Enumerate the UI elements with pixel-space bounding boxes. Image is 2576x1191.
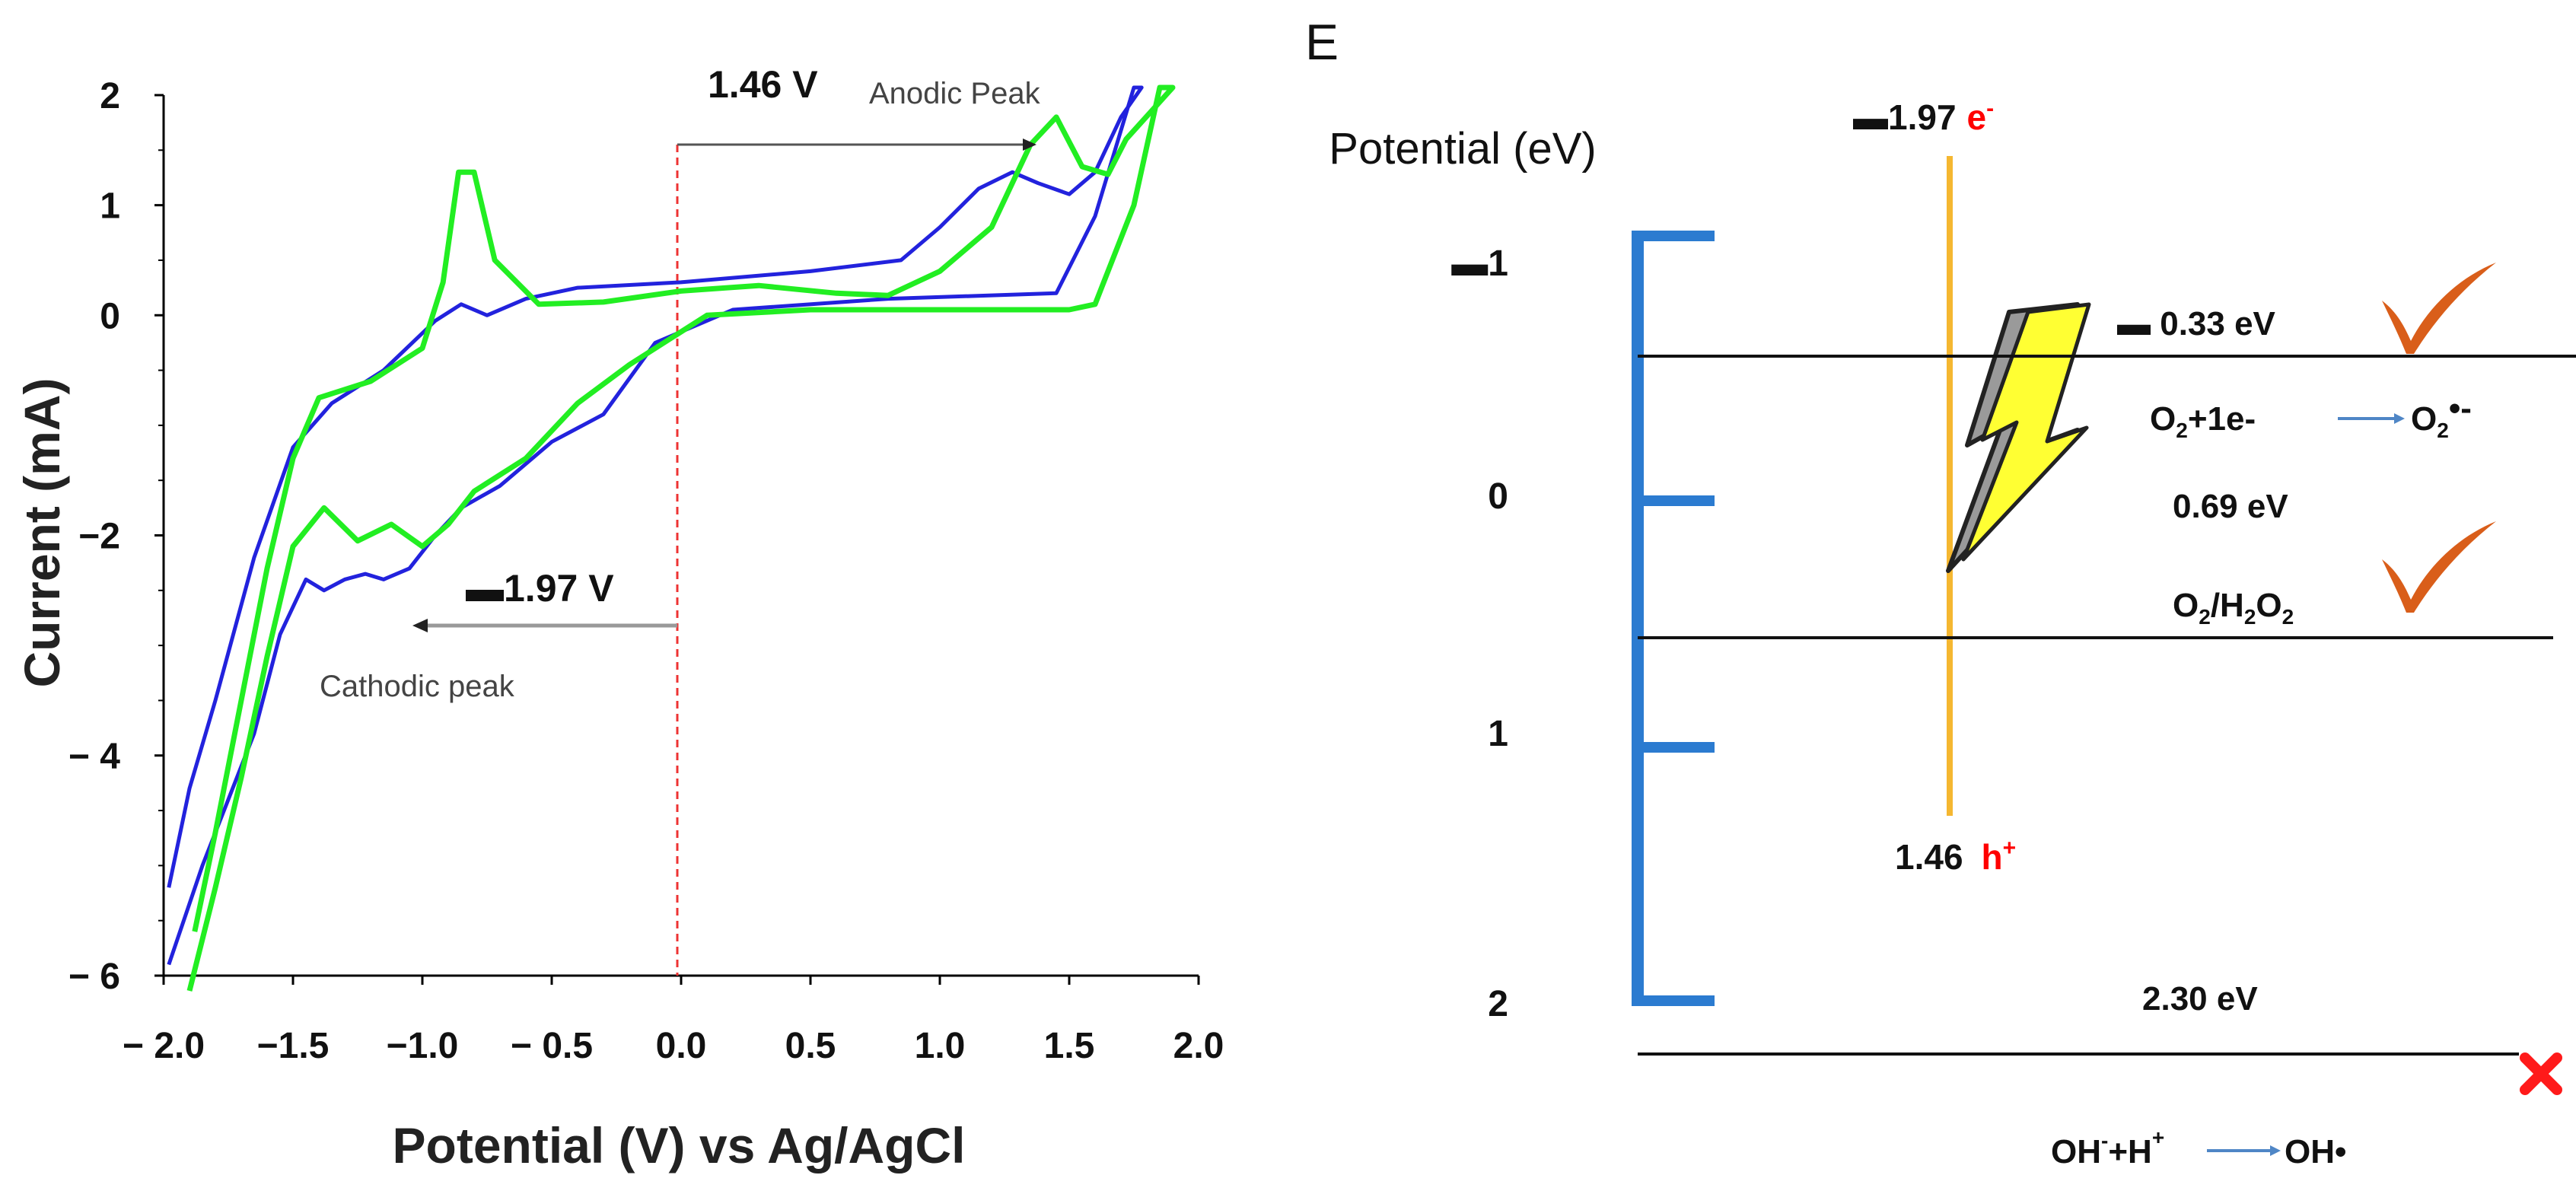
rx1-b: 2 bbox=[2176, 419, 2188, 442]
x-tick-label: − 2.0 bbox=[123, 1026, 205, 1066]
reaction-hydroxyl: OH-+H+ bbox=[2051, 1126, 2164, 1170]
rx1-a: O bbox=[2150, 400, 2176, 438]
axes bbox=[162, 95, 1199, 977]
x-tick-label: 2.0 bbox=[1173, 1026, 1224, 1066]
potential-axis-title: Potential (eV) bbox=[1329, 124, 1596, 174]
anodic-label: Anodic Peak bbox=[869, 77, 1041, 110]
x-tick-label: −1.0 bbox=[387, 1026, 459, 1066]
rx1-f: •- bbox=[2449, 390, 2472, 427]
rx2-f: 2 bbox=[2282, 605, 2294, 629]
check-icon bbox=[2382, 521, 2496, 613]
rx2-a: O bbox=[2173, 587, 2199, 624]
axis-label-minus1: ▬1 bbox=[1451, 244, 1508, 284]
axis-label-1: 1 bbox=[1488, 714, 1508, 754]
cb-carrier-sup: - bbox=[1986, 96, 1994, 121]
y-tick-label: 2 bbox=[100, 76, 120, 116]
y-tick-label: − 6 bbox=[68, 957, 120, 997]
axis-label-2: 2 bbox=[1488, 984, 1508, 1024]
band-diagram: E Potential (eV) ▬1 0 1 2 ▬1.97 e- 1.46 h+… bbox=[1305, 14, 2576, 1170]
rx2-c: /H bbox=[2211, 587, 2244, 624]
panel-label: E bbox=[1305, 14, 1339, 70]
level-energy-2.30: 2.30 eV bbox=[2142, 980, 2258, 1017]
vb-value: 1.46 bbox=[1895, 837, 1963, 877]
axis-label-0: 0 bbox=[1488, 476, 1508, 517]
x-axis-label: Potential (V) vs Ag/AgCl bbox=[393, 1117, 966, 1173]
rx3-b: - bbox=[2101, 1129, 2108, 1152]
cross-icon bbox=[2520, 1052, 2562, 1095]
lightning-icon bbox=[1946, 302, 2091, 573]
x-tick-label: 0.0 bbox=[656, 1026, 707, 1066]
x-tick-label: 0.5 bbox=[785, 1026, 836, 1066]
cb-edge-label: ▬1.97 e- bbox=[1853, 96, 1994, 137]
y-tick-label: − 4 bbox=[68, 737, 120, 777]
check-icon bbox=[2382, 263, 2496, 354]
level-energy-0.33: ▬ 0.33 eV bbox=[2117, 305, 2276, 342]
cv-chart: − 6 − 4 −2 0 1 2 − 2.0 −1.5 −1.0 − 0.5 0.0 0.5 1.0 1… bbox=[14, 63, 1224, 1173]
cb-value: ▬1.97 bbox=[1853, 97, 1957, 137]
x-tick-label: 1.5 bbox=[1044, 1026, 1095, 1066]
rx1-d: O bbox=[2411, 400, 2437, 438]
anodic-value: 1.46 V bbox=[708, 63, 818, 106]
vb-carrier-sup: + bbox=[2003, 836, 2017, 861]
rx1-c: +1e- bbox=[2188, 400, 2256, 438]
series-blue-line bbox=[167, 85, 1144, 966]
x-tick-label: 1.0 bbox=[915, 1026, 966, 1066]
series-group bbox=[167, 84, 1176, 992]
cb-carrier: e bbox=[1967, 97, 1987, 137]
x-tick-label: −1.5 bbox=[257, 1026, 330, 1066]
vb-carrier: h bbox=[1982, 837, 2003, 877]
reaction-superoxide-product: O2•- bbox=[2411, 390, 2472, 442]
cathodic-label: Cathodic peak bbox=[320, 670, 515, 703]
potential-axis bbox=[1632, 231, 1715, 1006]
y-tick-label: 1 bbox=[100, 186, 120, 227]
series-green-line bbox=[186, 84, 1176, 992]
y-tick-label: −2 bbox=[78, 517, 120, 557]
rx2-d: 2 bbox=[2244, 605, 2256, 629]
reaction-arrow-icon bbox=[2338, 413, 2405, 424]
anodic-arrow bbox=[677, 139, 1036, 151]
level-energy-0.69: 0.69 eV bbox=[2173, 488, 2288, 525]
reaction-arrow-icon bbox=[2207, 1145, 2281, 1156]
x-ticks: − 2.0 −1.5 −1.0 − 0.5 0.0 0.5 1.0 1.5 2.0 bbox=[123, 976, 1224, 1066]
rx2-e: O bbox=[2256, 587, 2281, 624]
rx1-e: 2 bbox=[2437, 419, 2449, 442]
y-tick-label: 0 bbox=[100, 296, 120, 336]
x-tick-label: − 0.5 bbox=[511, 1026, 593, 1066]
reaction-superoxide: O2+1e- bbox=[2150, 400, 2256, 442]
reaction-peroxide: O2/H2O2 bbox=[2173, 587, 2294, 629]
y-ticks: − 6 − 4 −2 0 1 2 bbox=[68, 76, 164, 997]
rx3-d: + bbox=[2152, 1126, 2164, 1149]
rx3-c: +H bbox=[2108, 1133, 2151, 1170]
vb-edge-label: 1.46 h+ bbox=[1895, 836, 2016, 877]
y-axis-label: Current (mA) bbox=[14, 378, 70, 688]
reaction-hydroxyl-product: OH• bbox=[2285, 1133, 2346, 1170]
cathodic-arrow bbox=[412, 619, 677, 632]
rx3-a: OH bbox=[2051, 1133, 2101, 1170]
rx2-b: 2 bbox=[2199, 605, 2211, 629]
cathodic-value: ▬1.97 V bbox=[466, 567, 614, 610]
